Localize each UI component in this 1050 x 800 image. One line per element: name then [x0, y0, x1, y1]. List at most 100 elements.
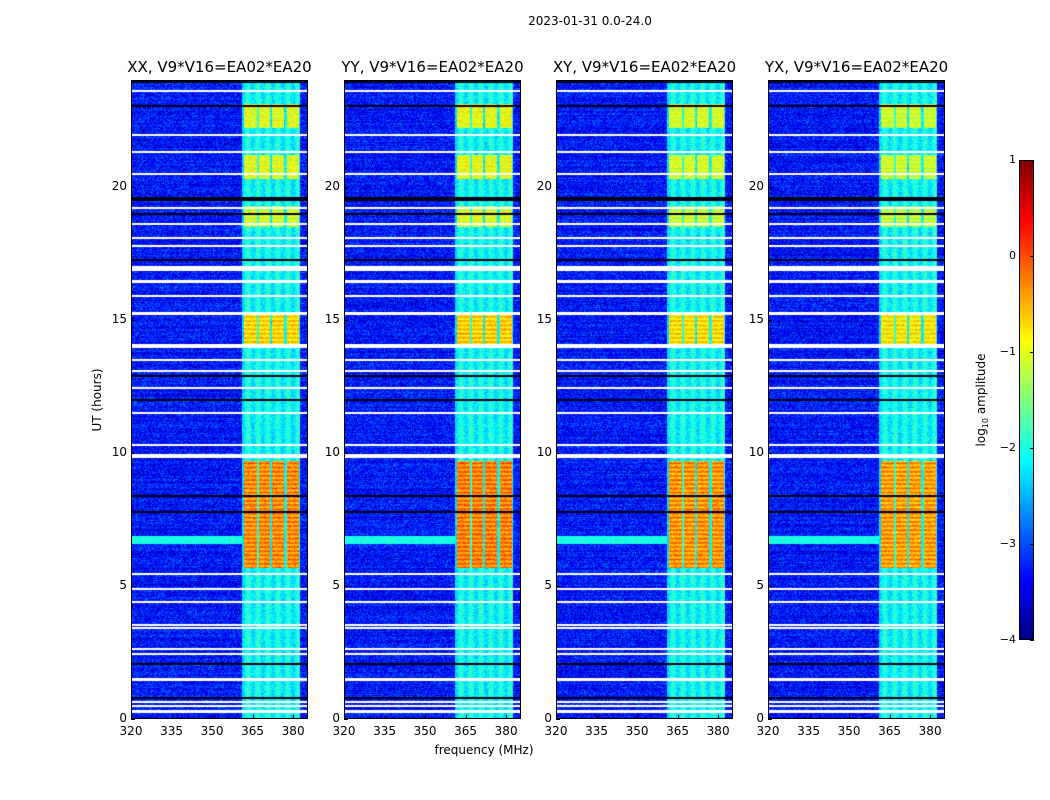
x-tick-label: 350: [837, 724, 861, 738]
x-tick-label: 320: [119, 724, 143, 738]
y-axis-label: UT (hours): [90, 368, 104, 432]
x-tick-label: 365: [666, 724, 690, 738]
y-tick-label: 5: [332, 577, 340, 592]
colorbar-tick-label: −2: [999, 441, 1016, 454]
y-tick-label: 10: [324, 444, 340, 459]
y-tick-label: 10: [748, 444, 764, 459]
y-tick-2-0: [556, 719, 560, 720]
x-tick-0-2: [212, 715, 214, 719]
y-tick-1-4: [344, 186, 348, 188]
x-tick-label: 320: [332, 724, 356, 738]
y-tick-2-3: [556, 319, 560, 321]
x-tick-3-2: [849, 715, 851, 719]
panel-frame-0: [131, 80, 308, 719]
x-tick-3-4: [930, 715, 932, 719]
waterfall-image-2: [556, 80, 733, 719]
x-tick-label: 320: [756, 724, 780, 738]
y-tick-3-2: [768, 452, 772, 454]
x-tick-0-4: [293, 715, 295, 719]
y-tick-label: 0: [119, 711, 127, 725]
x-tick-label: 380: [494, 724, 518, 738]
colorbar-tick: [1030, 352, 1034, 353]
waterfall-image-0: [131, 80, 308, 719]
x-tick-label: 335: [585, 724, 608, 738]
y-tick-1-0: [344, 719, 348, 720]
y-tick-0-3: [131, 319, 135, 321]
y-tick-label: 0: [756, 711, 764, 725]
x-tick-label: 335: [373, 724, 396, 738]
x-tick-2-4: [718, 715, 720, 719]
y-tick-label: 20: [111, 178, 127, 193]
x-tick-label: 380: [281, 724, 305, 738]
x-tick-0-3: [252, 715, 254, 719]
y-tick-label: 5: [544, 577, 552, 592]
colorbar-tick: [1030, 640, 1034, 641]
colorbar: [1019, 160, 1034, 640]
y-tick-0-0: [131, 719, 135, 720]
x-tick-3-1: [808, 715, 810, 719]
x-tick-label: 335: [797, 724, 820, 738]
x-tick-label: 380: [918, 724, 942, 738]
y-tick-label: 10: [536, 444, 552, 459]
panel-frame-3: [768, 80, 945, 719]
panel-title-1: YY, V9*V16=EA02*EA20: [341, 58, 524, 76]
colorbar-tick: [1030, 256, 1034, 257]
y-tick-label: 15: [111, 311, 127, 326]
x-tick-0-1: [171, 715, 173, 719]
y-tick-label: 0: [544, 711, 552, 725]
x-tick-1-1: [384, 715, 386, 719]
colorbar-label: log10 amplitude: [974, 354, 990, 447]
colorbar-tick: [1030, 544, 1034, 545]
x-tick-label: 350: [413, 724, 437, 738]
figure-title: 2023-01-31 0.0-24.0: [528, 14, 652, 28]
x-tick-label: 335: [160, 724, 183, 738]
x-tick-2-3: [677, 715, 679, 719]
colorbar-label-log: log: [973, 428, 988, 447]
y-tick-1-3: [344, 319, 348, 321]
y-tick-label: 20: [536, 178, 552, 193]
y-tick-1-1: [344, 585, 348, 587]
y-tick-3-0: [768, 719, 772, 720]
y-tick-2-2: [556, 452, 560, 454]
waterfall-image-1: [344, 80, 521, 719]
y-tick-3-4: [768, 186, 772, 188]
colorbar-tick: [1030, 448, 1034, 449]
x-tick-label: 365: [241, 724, 265, 738]
x-tick-2-1: [596, 715, 598, 719]
panel-title-0: XX, V9*V16=EA02*EA20: [127, 58, 312, 76]
panel-title-2: XY, V9*V16=EA02*EA20: [552, 58, 737, 76]
y-tick-label: 0: [332, 711, 340, 725]
colorbar-tick-label: 0: [1009, 249, 1016, 262]
x-tick-3-3: [889, 715, 891, 719]
x-tick-label: 350: [625, 724, 649, 738]
y-tick-0-4: [131, 186, 135, 188]
x-tick-0-0: [131, 715, 132, 719]
colorbar-tick: [1030, 160, 1034, 161]
panel-title-3: YX, V9*V16=EA02*EA20: [764, 58, 949, 76]
colorbar-tick-label: 1: [1009, 153, 1016, 166]
colorbar-tick-label: −4: [999, 633, 1016, 646]
y-tick-label: 15: [536, 311, 552, 326]
y-tick-label: 5: [756, 577, 764, 592]
y-tick-0-1: [131, 585, 135, 587]
x-tick-label: 320: [544, 724, 568, 738]
x-tick-label: 365: [454, 724, 478, 738]
y-tick-2-1: [556, 585, 560, 587]
y-tick-label: 5: [119, 577, 127, 592]
x-tick-2-2: [637, 715, 639, 719]
panel-frame-2: [556, 80, 733, 719]
colorbar-tick-label: −3: [999, 537, 1016, 550]
y-tick-label: 20: [324, 178, 340, 193]
x-tick-label: 380: [706, 724, 730, 738]
x-tick-1-4: [506, 715, 508, 719]
y-tick-3-3: [768, 319, 772, 321]
waterfall-image-3: [768, 80, 945, 719]
y-tick-3-1: [768, 585, 772, 587]
y-tick-0-2: [131, 452, 135, 454]
y-tick-label: 10: [111, 444, 127, 459]
x-tick-1-2: [425, 715, 427, 719]
x-tick-label: 365: [878, 724, 902, 738]
colorbar-label-sub: 10: [981, 417, 991, 429]
x-tick-1-0: [344, 715, 345, 719]
x-axis-label: frequency (MHz): [434, 743, 534, 757]
